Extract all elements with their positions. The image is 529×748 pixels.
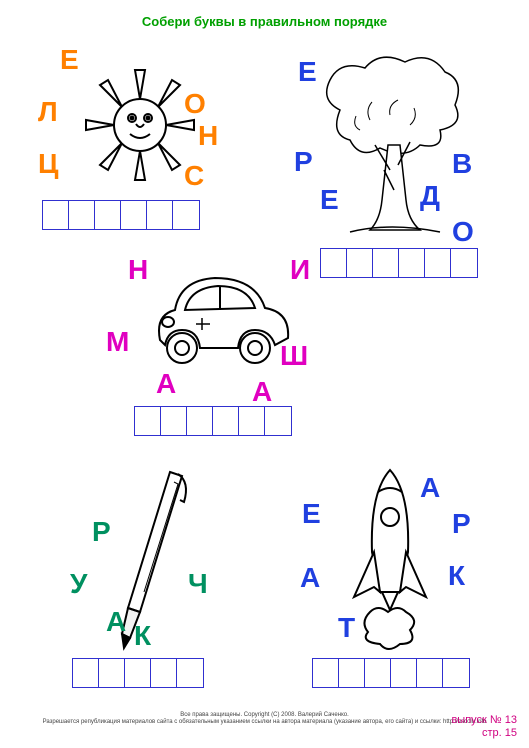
answer-cell[interactable] bbox=[417, 659, 443, 687]
scrambled-letter: А bbox=[106, 606, 126, 638]
sun-drawing bbox=[80, 60, 200, 195]
answer-cell[interactable] bbox=[69, 201, 95, 229]
scrambled-letter: И bbox=[290, 254, 310, 286]
answer-cell[interactable] bbox=[95, 201, 121, 229]
scrambled-letter: Е bbox=[302, 498, 321, 530]
answer-cell[interactable] bbox=[373, 249, 399, 277]
scrambled-letter: Е bbox=[320, 184, 339, 216]
scrambled-letter: В bbox=[452, 148, 472, 180]
answer-cell[interactable] bbox=[73, 659, 99, 687]
answer-cell[interactable] bbox=[239, 407, 265, 435]
answer-cell[interactable] bbox=[265, 407, 291, 435]
footer-issue: выпуск № 13 стр. 15 bbox=[451, 714, 517, 740]
answer-cell[interactable] bbox=[443, 659, 469, 687]
worksheet-page: Собери буквы в правильном порядке bbox=[0, 0, 529, 748]
copyright-line-2: Разрешается републикация материалов сайт… bbox=[0, 719, 529, 726]
scrambled-letter: К bbox=[134, 620, 151, 652]
scrambled-letter: У bbox=[70, 568, 87, 600]
scrambled-letter: Е bbox=[60, 44, 79, 76]
answer-boxes-tree[interactable] bbox=[320, 248, 478, 278]
scrambled-letter: С bbox=[184, 160, 204, 192]
scrambled-letter: Е bbox=[298, 56, 317, 88]
answer-cell[interactable] bbox=[321, 249, 347, 277]
issue-number: выпуск № 13 bbox=[451, 714, 517, 727]
scrambled-letter: Ц bbox=[38, 148, 58, 180]
scrambled-letter: Т bbox=[338, 612, 355, 644]
scrambled-letter: О bbox=[184, 88, 206, 120]
scrambled-letter: Ч bbox=[188, 568, 208, 600]
answer-cell[interactable] bbox=[213, 407, 239, 435]
answer-cell[interactable] bbox=[339, 659, 365, 687]
answer-cell[interactable] bbox=[347, 249, 373, 277]
answer-cell[interactable] bbox=[399, 249, 425, 277]
scrambled-letter: Р bbox=[92, 516, 111, 548]
answer-cell[interactable] bbox=[121, 201, 147, 229]
scrambled-letter: М bbox=[106, 326, 129, 358]
answer-boxes-car[interactable] bbox=[134, 406, 292, 436]
scrambled-letter: Р bbox=[294, 146, 313, 178]
answer-cell[interactable] bbox=[187, 407, 213, 435]
car-drawing bbox=[140, 260, 300, 385]
answer-cell[interactable] bbox=[147, 201, 173, 229]
answer-cell[interactable] bbox=[451, 249, 477, 277]
scrambled-letter: Н bbox=[128, 254, 148, 286]
scrambled-letter: А bbox=[156, 368, 176, 400]
page-number: стр. 15 bbox=[451, 727, 517, 740]
answer-boxes-rocket[interactable] bbox=[312, 658, 470, 688]
footer-copyright: Все права защищены. Copyright (С) 2008. … bbox=[0, 712, 529, 726]
answer-boxes-pen[interactable] bbox=[72, 658, 204, 688]
answer-cell[interactable] bbox=[135, 407, 161, 435]
answer-cell[interactable] bbox=[161, 407, 187, 435]
scrambled-letter: Д bbox=[420, 180, 440, 212]
answer-cell[interactable] bbox=[125, 659, 151, 687]
answer-cell[interactable] bbox=[391, 659, 417, 687]
scrambled-letter: А bbox=[420, 472, 440, 504]
scrambled-letter: А bbox=[252, 376, 272, 408]
answer-boxes-sun[interactable] bbox=[42, 200, 200, 230]
page-title: Собери буквы в правильном порядке bbox=[8, 14, 521, 29]
answer-cell[interactable] bbox=[99, 659, 125, 687]
answer-cell[interactable] bbox=[173, 201, 199, 229]
answer-cell[interactable] bbox=[365, 659, 391, 687]
scrambled-letter: А bbox=[300, 562, 320, 594]
scrambled-letter: Ш bbox=[280, 340, 308, 372]
scrambled-letter: Л bbox=[38, 96, 58, 128]
answer-cell[interactable] bbox=[177, 659, 203, 687]
answer-cell[interactable] bbox=[425, 249, 451, 277]
answer-cell[interactable] bbox=[43, 201, 69, 229]
scrambled-letter: О bbox=[452, 216, 474, 248]
scrambled-letter: Р bbox=[452, 508, 471, 540]
answer-cell[interactable] bbox=[151, 659, 177, 687]
scrambled-letter: Н bbox=[198, 120, 218, 152]
scrambled-letter: К bbox=[448, 560, 465, 592]
copyright-line-1: Все права защищены. Copyright (С) 2008. … bbox=[0, 712, 529, 719]
answer-cell[interactable] bbox=[313, 659, 339, 687]
